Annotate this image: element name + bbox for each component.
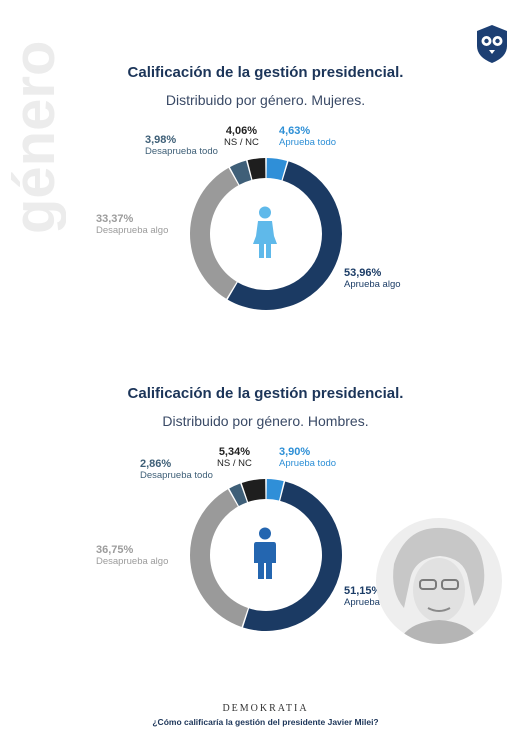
- label-desaprueba-todo: 2,86% Desaprueba todo: [140, 458, 213, 482]
- chart-title: Calificación de la gestión presidencial.: [127, 385, 404, 402]
- label-desaprueba-todo: 3,98% Desaprueba todo: [145, 134, 218, 158]
- label-ns-nc: 5,34% NS / NC: [217, 446, 252, 470]
- survey-question: ¿Cómo calificaría la gestión del preside…: [152, 717, 379, 727]
- svg-text:género: género: [6, 41, 66, 234]
- male-person-icon: [254, 527, 276, 579]
- donut-slice-desaprueba-todo: [229, 160, 252, 185]
- portrait-photo: [376, 518, 502, 644]
- label-aprueba-todo: 3,90% Aprueba todo: [279, 446, 337, 470]
- label-aprueba-algo: 53,96% Aprueba algo: [344, 267, 401, 291]
- chart-subtitle: Distribuido por género. Mujeres.: [165, 92, 366, 108]
- donut-slice-aprueba-todo: [266, 158, 288, 181]
- label-aprueba-algo: 51,15% Aprueba algo: [344, 585, 401, 609]
- donut-slice-desaprueba-algo: [189, 167, 239, 299]
- donut-slice-aprueba-todo: [266, 479, 284, 501]
- donut-chart-women: [189, 158, 342, 310]
- donut-chart-men: [190, 479, 343, 632]
- label-desaprueba-algo: 36,75% Desaprueba algo: [96, 544, 169, 568]
- owl-logo-icon: [477, 25, 507, 63]
- chart-title: Calificación de la gestión presidencial.: [127, 64, 404, 81]
- label-aprueba-todo: 4,63% Aprueba todo: [279, 125, 337, 149]
- donut-slice-ns-nc: [247, 158, 266, 180]
- donut-slice-aprueba-algo: [243, 481, 343, 632]
- label-desaprueba-algo: 33,37% Desaprueba algo: [96, 213, 169, 237]
- side-word-genero: género: [6, 41, 66, 234]
- brand-wordmark: DEMOKRATIA: [222, 703, 309, 714]
- donut-slice-desaprueba-todo: [229, 483, 248, 506]
- female-person-icon: [253, 206, 277, 258]
- donut-slice-ns-nc: [241, 479, 266, 502]
- chart-subtitle: Distribuido por género. Hombres.: [162, 413, 369, 429]
- donut-slice-desaprueba-algo: [190, 489, 248, 627]
- label-ns-nc: 4,06% NS / NC: [224, 125, 259, 149]
- donut-slice-aprueba-algo: [227, 161, 342, 310]
